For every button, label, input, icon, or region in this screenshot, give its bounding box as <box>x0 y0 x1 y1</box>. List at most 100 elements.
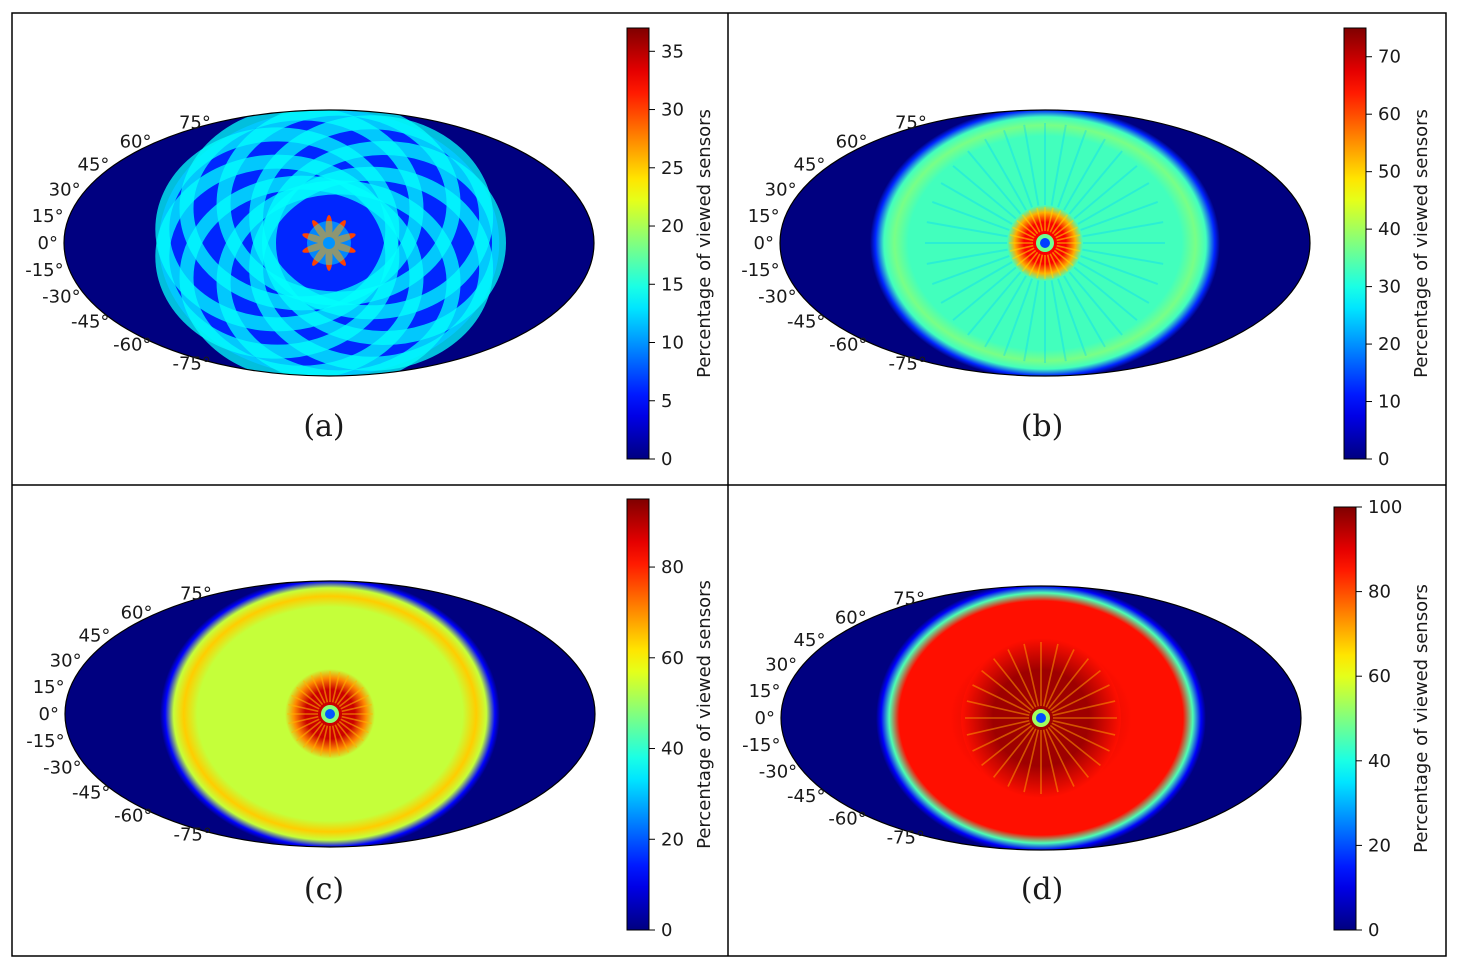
latitude-label: -60° <box>828 809 866 830</box>
panel-label: (d) <box>1021 872 1064 907</box>
latitude-label: -75° <box>172 354 210 375</box>
texture-spoke <box>1054 270 1087 357</box>
coverage-ring <box>155 127 400 332</box>
center-petal <box>328 241 356 253</box>
colorbar <box>626 27 650 460</box>
center-spoke <box>1051 214 1069 235</box>
mollweide-map <box>65 581 595 847</box>
center-spoke <box>340 694 369 710</box>
colorbar-tick-label: 40 <box>661 739 684 760</box>
colorbar-tick-label: 20 <box>1378 334 1401 355</box>
center-spoke <box>1046 207 1054 232</box>
center-spoke <box>1049 669 1101 712</box>
latitude-label: 45° <box>794 154 826 175</box>
center-core <box>325 709 335 719</box>
panel-frame <box>11 12 1447 957</box>
center-spoke <box>1052 719 1116 736</box>
center-spoke <box>291 694 320 710</box>
colorbar-tick-label: 0 <box>661 449 672 470</box>
colorbar <box>1343 27 1367 460</box>
colorbar-tick-label: 80 <box>1368 582 1391 603</box>
center-spoke <box>310 675 326 704</box>
latitude-label: -75° <box>173 825 211 846</box>
center-spoke <box>1036 207 1044 232</box>
colorbar-tick-label: 25 <box>661 158 684 179</box>
map-outline <box>63 109 595 377</box>
texture-spoke <box>1023 272 1041 362</box>
latitude-label: 45° <box>78 154 110 175</box>
latitude-label: -45° <box>787 786 825 807</box>
latitude-label: 15° <box>749 681 781 702</box>
center-spoke <box>1007 728 1037 787</box>
latitude-label: 60° <box>835 607 867 628</box>
latitude-label: -15° <box>741 260 779 281</box>
colorbar-tick-label: 0 <box>661 920 672 941</box>
texture-spoke <box>926 247 1016 265</box>
mollweide-map <box>780 110 1310 376</box>
texture-spoke <box>1063 150 1123 221</box>
center-spoke <box>302 722 324 748</box>
center-spoke <box>1049 210 1062 233</box>
colorbar-tick-label: 20 <box>1368 835 1391 856</box>
texture-spoke <box>1074 247 1164 265</box>
latitude-label: 60° <box>121 603 153 624</box>
texture-spoke <box>926 221 1016 239</box>
texture-spoke <box>1054 129 1087 216</box>
center-spoke <box>1012 247 1035 260</box>
center-spoke <box>1036 254 1044 279</box>
center-spoke <box>1009 244 1034 252</box>
latitude-label: -15° <box>742 735 780 756</box>
center-spoke <box>966 719 1030 736</box>
center-spoke <box>302 680 324 706</box>
center-spoke <box>310 724 326 753</box>
texture-spoke <box>1074 221 1164 239</box>
colorbar-tick-label: 70 <box>1378 47 1401 68</box>
center-spoke <box>296 720 322 742</box>
texture-spoke <box>1070 257 1150 304</box>
latitude-label: 15° <box>33 677 65 698</box>
center-spoke <box>1021 251 1039 272</box>
latitude-label: 75° <box>895 112 927 133</box>
center-spoke <box>1007 649 1037 708</box>
center-spoke <box>1049 724 1101 767</box>
center-spoke <box>1028 210 1041 233</box>
center-spoke <box>1028 253 1041 276</box>
center-spoke <box>1055 226 1078 239</box>
center-spoke <box>1023 643 1040 707</box>
center-spoke <box>1045 728 1075 787</box>
colorbar-tick-label: 40 <box>1378 219 1401 240</box>
center-spoke <box>291 718 320 734</box>
center-spoke <box>1046 254 1054 279</box>
center-core <box>1036 713 1046 723</box>
center-petal <box>312 220 330 244</box>
latitude-label: 0° <box>754 233 774 254</box>
texture-spoke <box>931 201 1018 234</box>
center-spoke <box>340 718 369 734</box>
texture-spoke <box>1059 268 1106 348</box>
colorbar-label: Percentage of viewed sensors <box>1411 109 1432 378</box>
texture-spoke <box>1067 261 1138 321</box>
texture-spoke <box>1049 272 1067 362</box>
center-spoke <box>1053 219 1074 237</box>
panel-label: (b) <box>1021 409 1064 444</box>
latitude-label: 15° <box>748 206 780 227</box>
texture-spoke <box>967 150 1027 221</box>
latitude-label: 60° <box>120 132 152 153</box>
panel-label: (a) <box>303 409 344 444</box>
center-spoke <box>1056 244 1081 252</box>
texture-spoke <box>1072 201 1159 234</box>
center-spoke <box>981 724 1033 767</box>
center-spoke <box>1056 234 1081 242</box>
center-spoke <box>1021 214 1039 235</box>
colorbar-tick-label: 50 <box>1378 162 1401 183</box>
center-spoke <box>331 672 341 703</box>
latitude-label: 60° <box>836 132 868 153</box>
panel-label: (c) <box>304 872 344 907</box>
center-spoke <box>338 686 364 708</box>
center-spoke <box>288 715 319 725</box>
colorbar-tick-label: 20 <box>661 216 684 237</box>
colorbar-tick-label: 60 <box>661 648 684 669</box>
colorbar-tick-label: 100 <box>1368 497 1402 518</box>
colorbar-tick-label: 35 <box>661 41 684 62</box>
coverage-ring <box>216 110 461 306</box>
